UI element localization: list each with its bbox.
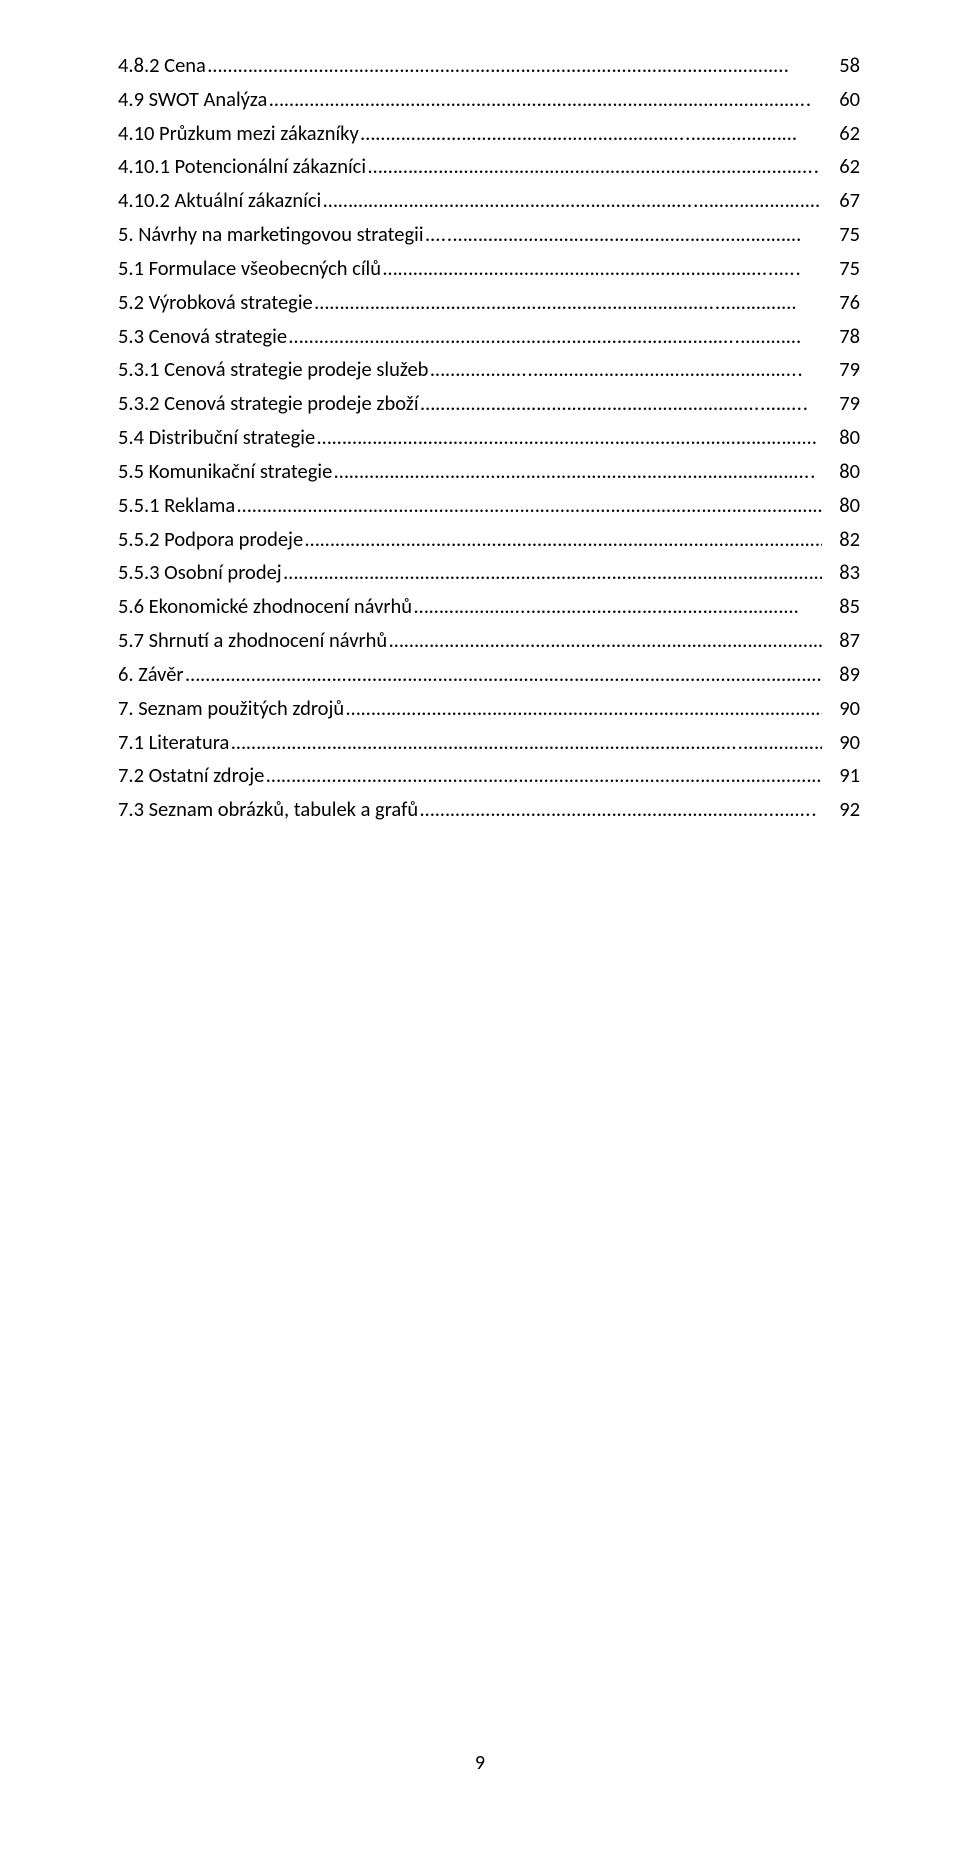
toc-page: 92 xyxy=(824,794,860,824)
toc-title: 4.8.2 Cena xyxy=(118,50,206,80)
toc-row: 5.2 Výrobková strategie……………………………………………… xyxy=(118,287,860,317)
toc-title: 5.1 Formulace všeobecných cílů xyxy=(118,253,381,283)
toc-row: 5.5.1 Reklama………………………………………………………………………… xyxy=(118,490,860,520)
toc-page: 62 xyxy=(824,118,860,148)
toc-leader: ………………………………………………………………………………………………. xyxy=(284,557,822,587)
toc-row: 5.5 Komunikační strategie………………………………………… xyxy=(118,456,860,486)
toc-title: 7.1 Literatura xyxy=(118,727,229,757)
toc-row: 5.6 Ekonomické zhodnocení návrhů………………….… xyxy=(118,591,860,621)
toc-row: 7.1 Literatura……………………………………………………………………… xyxy=(118,727,860,757)
toc-row: 6. Závěr……………………………………………………………………………………… xyxy=(118,659,860,689)
toc-title: 5.5.1 Reklama xyxy=(118,490,235,520)
toc-title: 5.5.2 Podpora prodeje xyxy=(118,524,303,554)
toc-title: 4.9 SWOT Analýza xyxy=(118,84,267,114)
toc-page: 80 xyxy=(824,456,860,486)
toc-row: 4.10.2 Aktuální zákazníci………………………………………… xyxy=(118,185,860,215)
toc-leader: ……………………………………………………………………………..………… xyxy=(289,321,822,351)
document-page: 4.8.2 Cena………………………………………………………………………………… xyxy=(0,0,960,1870)
toc-page: 85 xyxy=(824,591,860,621)
toc-title: 5.6 Ekonomické zhodnocení návrhů xyxy=(118,591,412,621)
toc-page: 62 xyxy=(824,151,860,181)
toc-title: 4.10 Průzkum mezi zákazníky xyxy=(118,118,359,148)
toc-leader: ………………………………………………………………………………….. xyxy=(334,456,822,486)
toc-row: 4.9 SWOT Analýza………………………………………………………………… xyxy=(118,84,860,114)
toc-leader: …………………………………………………………………………….. xyxy=(368,151,822,181)
toc-page: 75 xyxy=(824,253,860,283)
toc-row: 5.1 Formulace všeobecných cílů…………………………… xyxy=(118,253,860,283)
toc-leader: ………………..…………………………………………….. xyxy=(430,354,822,384)
toc-leader: ……………………………………………………………………..…………… xyxy=(315,287,822,317)
toc-page: 78 xyxy=(824,321,860,351)
toc-leader: …………………………………………………………………………………………… xyxy=(305,524,822,554)
toc-title: 5.4 Distribuční strategie xyxy=(118,422,315,452)
toc-leader: …………………………………………………………………………… xyxy=(389,625,822,655)
toc-leader: ………………………………………………………………..…………………… xyxy=(323,185,822,215)
toc-title: 6. Závěr xyxy=(118,659,184,689)
toc-title: 5.7 Shrnutí a zhodnocení návrhů xyxy=(118,625,387,655)
toc-leader: ………………….……………………………………………… xyxy=(414,591,822,621)
toc-page: 76 xyxy=(824,287,860,317)
toc-row: 5.5.3 Osobní prodej………………………………………………………… xyxy=(118,557,860,587)
toc-leader: …..…………………………………………………………… xyxy=(426,219,822,249)
toc-leader: ………………………………………………………………………………………………………… xyxy=(237,490,822,520)
toc-title: 7.2 Ostatní zdroje xyxy=(118,760,264,790)
toc-leader: …………………………………………………………………..….. xyxy=(383,253,822,283)
toc-page: 82 xyxy=(824,524,860,554)
toc-title: 4.10.2 Aktuální zákazníci xyxy=(118,185,321,215)
toc-page: 83 xyxy=(824,557,860,587)
toc-title: 5. Návrhy na marketingovou strategii xyxy=(118,219,424,249)
toc-title: 7.3 Seznam obrázků, tabulek a grafů xyxy=(118,794,418,824)
toc-leader: …………………………………………………………………………………………………… xyxy=(266,760,822,790)
toc-row: 7.2 Ostatní zdroje…………………………………………………………… xyxy=(118,760,860,790)
toc-title: 5.3.2 Cenová strategie prodeje zboží xyxy=(118,388,419,418)
toc-row: 7.3 Seznam obrázků, tabulek a grafů……………… xyxy=(118,794,860,824)
toc-leader: ……………………………………………………………………………………… xyxy=(317,422,822,452)
toc-row: 4.10.1 Potencionální zákazníci…………………………… xyxy=(118,151,860,181)
toc-page: 80 xyxy=(824,490,860,520)
toc-title: 4.10.1 Potencionální zákazníci xyxy=(118,151,366,181)
toc-page: 58 xyxy=(824,50,860,80)
toc-leader: …………………………………………………………………………………………….. xyxy=(269,84,822,114)
toc-page: 89 xyxy=(824,659,860,689)
toc-page: 90 xyxy=(824,693,860,723)
toc-leader: …………………………………………………………..…….. xyxy=(421,388,822,418)
toc-title: 5.5 Komunikační strategie xyxy=(118,456,332,486)
toc-row: 4.8.2 Cena………………………………………………………………………………… xyxy=(118,50,860,80)
toc-title: 5.3.1 Cenová strategie prodeje služeb xyxy=(118,354,428,384)
toc-row: 5.5.2 Podpora prodeje…………………………………………………… xyxy=(118,524,860,554)
toc-row: 5.3 Cenová strategie……………………………………………………… xyxy=(118,321,860,351)
toc-row: 5.3.2 Cenová strategie prodeje zboží…………… xyxy=(118,388,860,418)
toc-title: 7. Seznam použitých zdrojů xyxy=(118,693,344,723)
toc-page: 79 xyxy=(824,388,860,418)
toc-page: 80 xyxy=(824,422,860,452)
toc-title: 5.5.3 Osobní prodej xyxy=(118,557,282,587)
toc-leader: ………………………………………………………………………………………..……………… xyxy=(231,727,822,757)
toc-page: 87 xyxy=(824,625,860,655)
toc-leader: ………………………………………………………..………………… xyxy=(361,118,822,148)
toc-page: 75 xyxy=(824,219,860,249)
toc-leader: ……………………………………………………………………………………………………. xyxy=(208,50,822,80)
toc-row: 4.10 Průzkum mezi zákazníky…………………………………… xyxy=(118,118,860,148)
table-of-contents: 4.8.2 Cena………………………………………………………………………………… xyxy=(118,50,860,825)
toc-row: 5.4 Distribuční strategie………………………………………… xyxy=(118,422,860,452)
toc-leader: …………………………………………………………….…….. xyxy=(420,794,822,824)
toc-leader: …………………………………………………………………………………… xyxy=(346,693,822,723)
toc-title: 5.3 Cenová strategie xyxy=(118,321,287,351)
toc-page: 91 xyxy=(824,760,860,790)
toc-row: 5.7 Shrnutí a zhodnocení návrhů………………………… xyxy=(118,625,860,655)
toc-page: 67 xyxy=(824,185,860,215)
page-number: 9 xyxy=(0,1751,960,1775)
toc-row: 5.3.1 Cenová strategie prodeje služeb………… xyxy=(118,354,860,384)
toc-row: 7. Seznam použitých zdrojů……………………………………… xyxy=(118,693,860,723)
toc-page: 79 xyxy=(824,354,860,384)
toc-row: 5. Návrhy na marketingovou strategii…..…… xyxy=(118,219,860,249)
toc-page: 60 xyxy=(824,84,860,114)
toc-title: 5.2 Výrobková strategie xyxy=(118,287,313,317)
toc-page: 90 xyxy=(824,727,860,757)
toc-leader: …………………………………………………………………………………………………………… xyxy=(186,659,822,689)
